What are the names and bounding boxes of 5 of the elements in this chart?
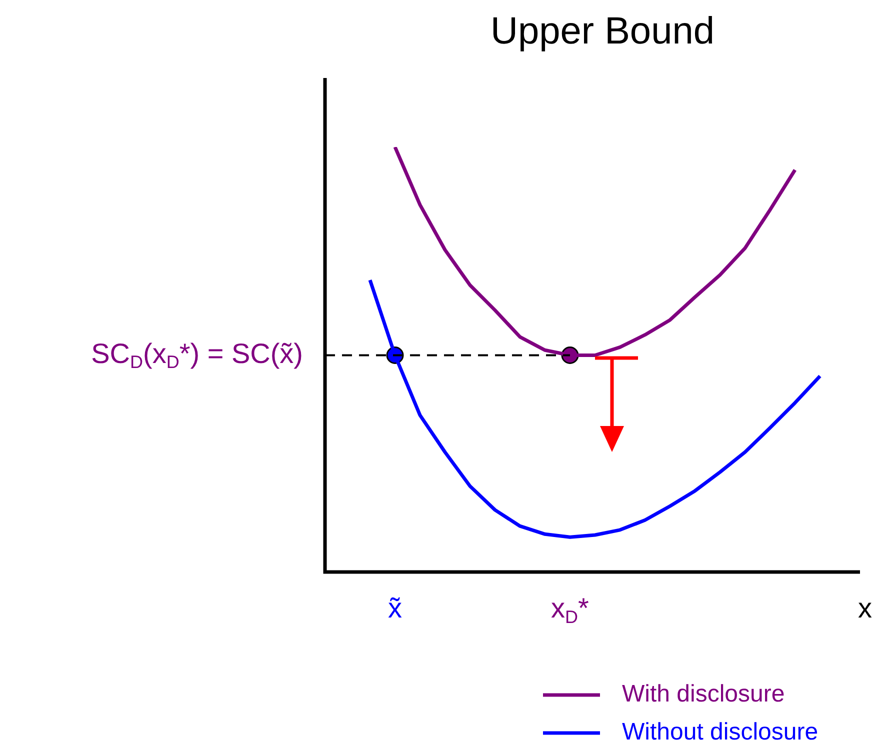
- legend-label: Without disclosure: [622, 718, 818, 746]
- x-axis-title: x: [858, 592, 872, 624]
- x-tick-label: x̃: [388, 592, 402, 624]
- chart-title: Upper Bound: [490, 10, 714, 52]
- legend-label: With disclosure: [622, 680, 785, 708]
